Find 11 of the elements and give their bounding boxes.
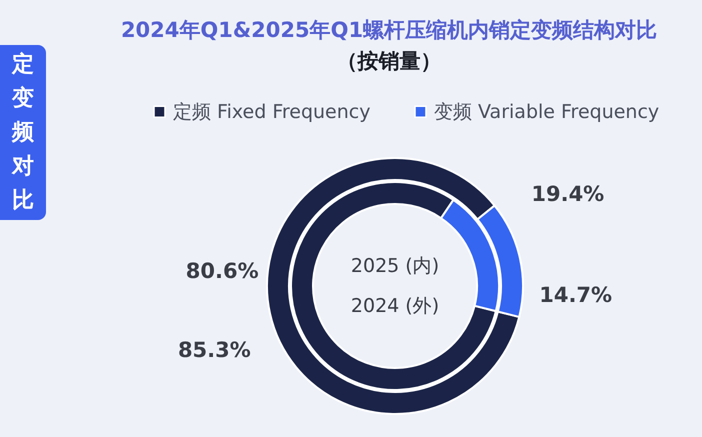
legend-label: 定频 Fixed Frequency <box>173 100 370 123</box>
text: 定变频对比 <box>0 45 46 220</box>
chart-subtitle: （按销量） <box>336 49 442 73</box>
text: 2025 (内) <box>350 255 440 277</box>
data-label: 80.6% <box>186 259 259 284</box>
legend-label: 变频 Variable Frequency <box>434 100 660 123</box>
data-label: 14.7% <box>539 283 612 308</box>
chart-title: 2024年Q1&2025年Q1螺杆压缩机内销定变频结构对比 <box>120 18 658 42</box>
data-label: 19.4% <box>531 182 604 206</box>
text: 2024 (外) <box>350 295 440 317</box>
data-label: 85.3% <box>178 338 251 362</box>
